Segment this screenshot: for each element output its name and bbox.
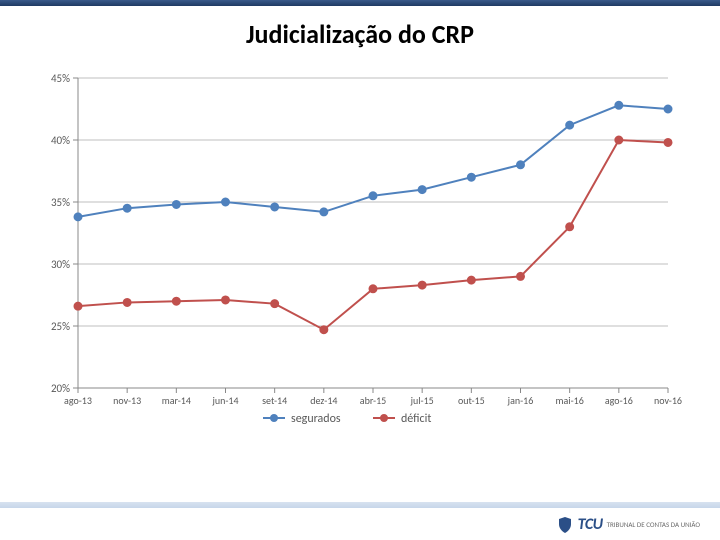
series-marker-segurados (418, 186, 426, 194)
footer-subtext: TRIBUNAL DE CONTAS DA UNIÃO (607, 521, 700, 528)
series-marker-segurados (123, 204, 131, 212)
series-marker-déficit (517, 272, 525, 280)
legend-swatch-marker (270, 414, 278, 422)
series-marker-segurados (74, 213, 82, 221)
x-tick-label: nov-13 (113, 394, 141, 407)
line-chart: 20%25%30%35%40%45%ago-13nov-13mar-14jun-… (0, 0, 720, 450)
x-tick-label: jan-16 (507, 394, 534, 407)
y-tick-label: 40% (51, 134, 70, 147)
y-tick-label: 25% (51, 320, 70, 333)
footer-logo: TCU TRIBUNAL DE CONTAS DA UNIÃO (556, 515, 700, 534)
series-marker-déficit (615, 136, 623, 144)
series-marker-déficit (74, 302, 82, 310)
legend-label: déficit (401, 412, 431, 426)
series-marker-déficit (222, 296, 230, 304)
series-marker-déficit (369, 285, 377, 293)
x-tick-label: jul-15 (410, 394, 434, 407)
series-marker-segurados (222, 198, 230, 206)
series-marker-déficit (467, 276, 475, 284)
chart-svg: 20%25%30%35%40%45%ago-13nov-13mar-14jun-… (0, 0, 720, 450)
x-tick-label: jun-14 (211, 394, 238, 407)
x-tick-label: set-14 (262, 394, 287, 407)
y-tick-label: 35% (51, 196, 70, 209)
series-marker-segurados (172, 200, 180, 208)
series-marker-déficit (271, 300, 279, 308)
series-marker-segurados (517, 161, 525, 169)
tcu-shield-icon (556, 516, 574, 534)
x-tick-label: mar-14 (162, 394, 191, 407)
x-tick-label: out-15 (458, 394, 485, 407)
series-marker-segurados (615, 101, 623, 109)
series-marker-déficit (664, 138, 672, 146)
x-tick-label: ago-16 (605, 394, 633, 407)
series-marker-segurados (566, 121, 574, 129)
legend-label: segurados (291, 412, 341, 426)
bottom-accent-bar (0, 502, 720, 508)
series-marker-segurados (467, 173, 475, 181)
series-marker-segurados (664, 105, 672, 113)
series-marker-déficit (418, 281, 426, 289)
x-tick-label: mai-16 (556, 394, 584, 407)
series-marker-déficit (172, 297, 180, 305)
series-marker-segurados (320, 208, 328, 216)
legend-swatch-marker (380, 414, 388, 422)
series-marker-déficit (320, 326, 328, 334)
x-tick-label: abr-15 (360, 394, 386, 407)
series-line-déficit (78, 140, 668, 330)
series-marker-déficit (123, 298, 131, 306)
x-tick-label: ago-13 (64, 394, 92, 407)
y-tick-label: 45% (51, 72, 70, 85)
footer-mark: TCU (578, 515, 603, 534)
series-marker-segurados (369, 192, 377, 200)
x-tick-label: dez-14 (310, 394, 337, 407)
y-tick-label: 30% (51, 258, 70, 271)
series-marker-segurados (271, 203, 279, 211)
series-marker-déficit (566, 223, 574, 231)
x-tick-label: nov-16 (654, 394, 682, 407)
